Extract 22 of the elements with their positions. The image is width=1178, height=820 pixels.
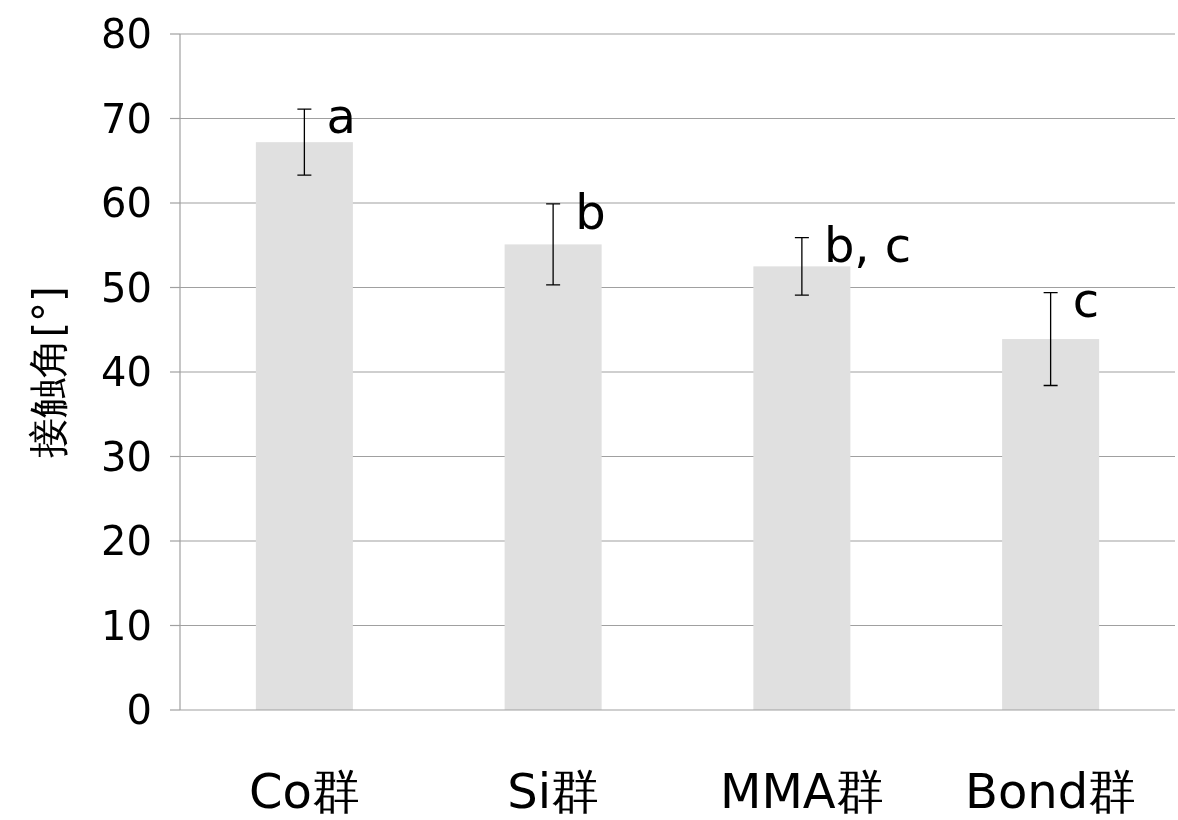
annotation: c xyxy=(1072,271,1100,328)
bar xyxy=(255,142,353,710)
bar xyxy=(504,244,602,710)
y-tick-label: 50 xyxy=(101,264,152,311)
bar xyxy=(1002,339,1100,710)
y-tick-label: 70 xyxy=(101,95,152,142)
y-axis-title: 接触角[°] xyxy=(25,286,71,458)
x-tick-label: Bond群 xyxy=(965,763,1137,819)
annotation: b, c xyxy=(823,216,912,273)
y-tick-label: 10 xyxy=(101,602,152,649)
bar xyxy=(753,266,851,710)
annotation: a xyxy=(326,88,356,145)
y-tick-label: 80 xyxy=(101,11,152,57)
x-tick-label: Si群 xyxy=(507,763,600,819)
y-tick-label: 0 xyxy=(126,687,152,733)
y-tick-label: 40 xyxy=(101,349,152,395)
annotation: b xyxy=(575,183,606,240)
y-tick-label: 20 xyxy=(101,518,152,564)
y-tick-label: 30 xyxy=(101,433,152,480)
y-tick-label: 60 xyxy=(101,180,152,226)
x-tick-label: Co群 xyxy=(248,763,360,819)
x-tick-label: MMA群 xyxy=(720,763,884,819)
